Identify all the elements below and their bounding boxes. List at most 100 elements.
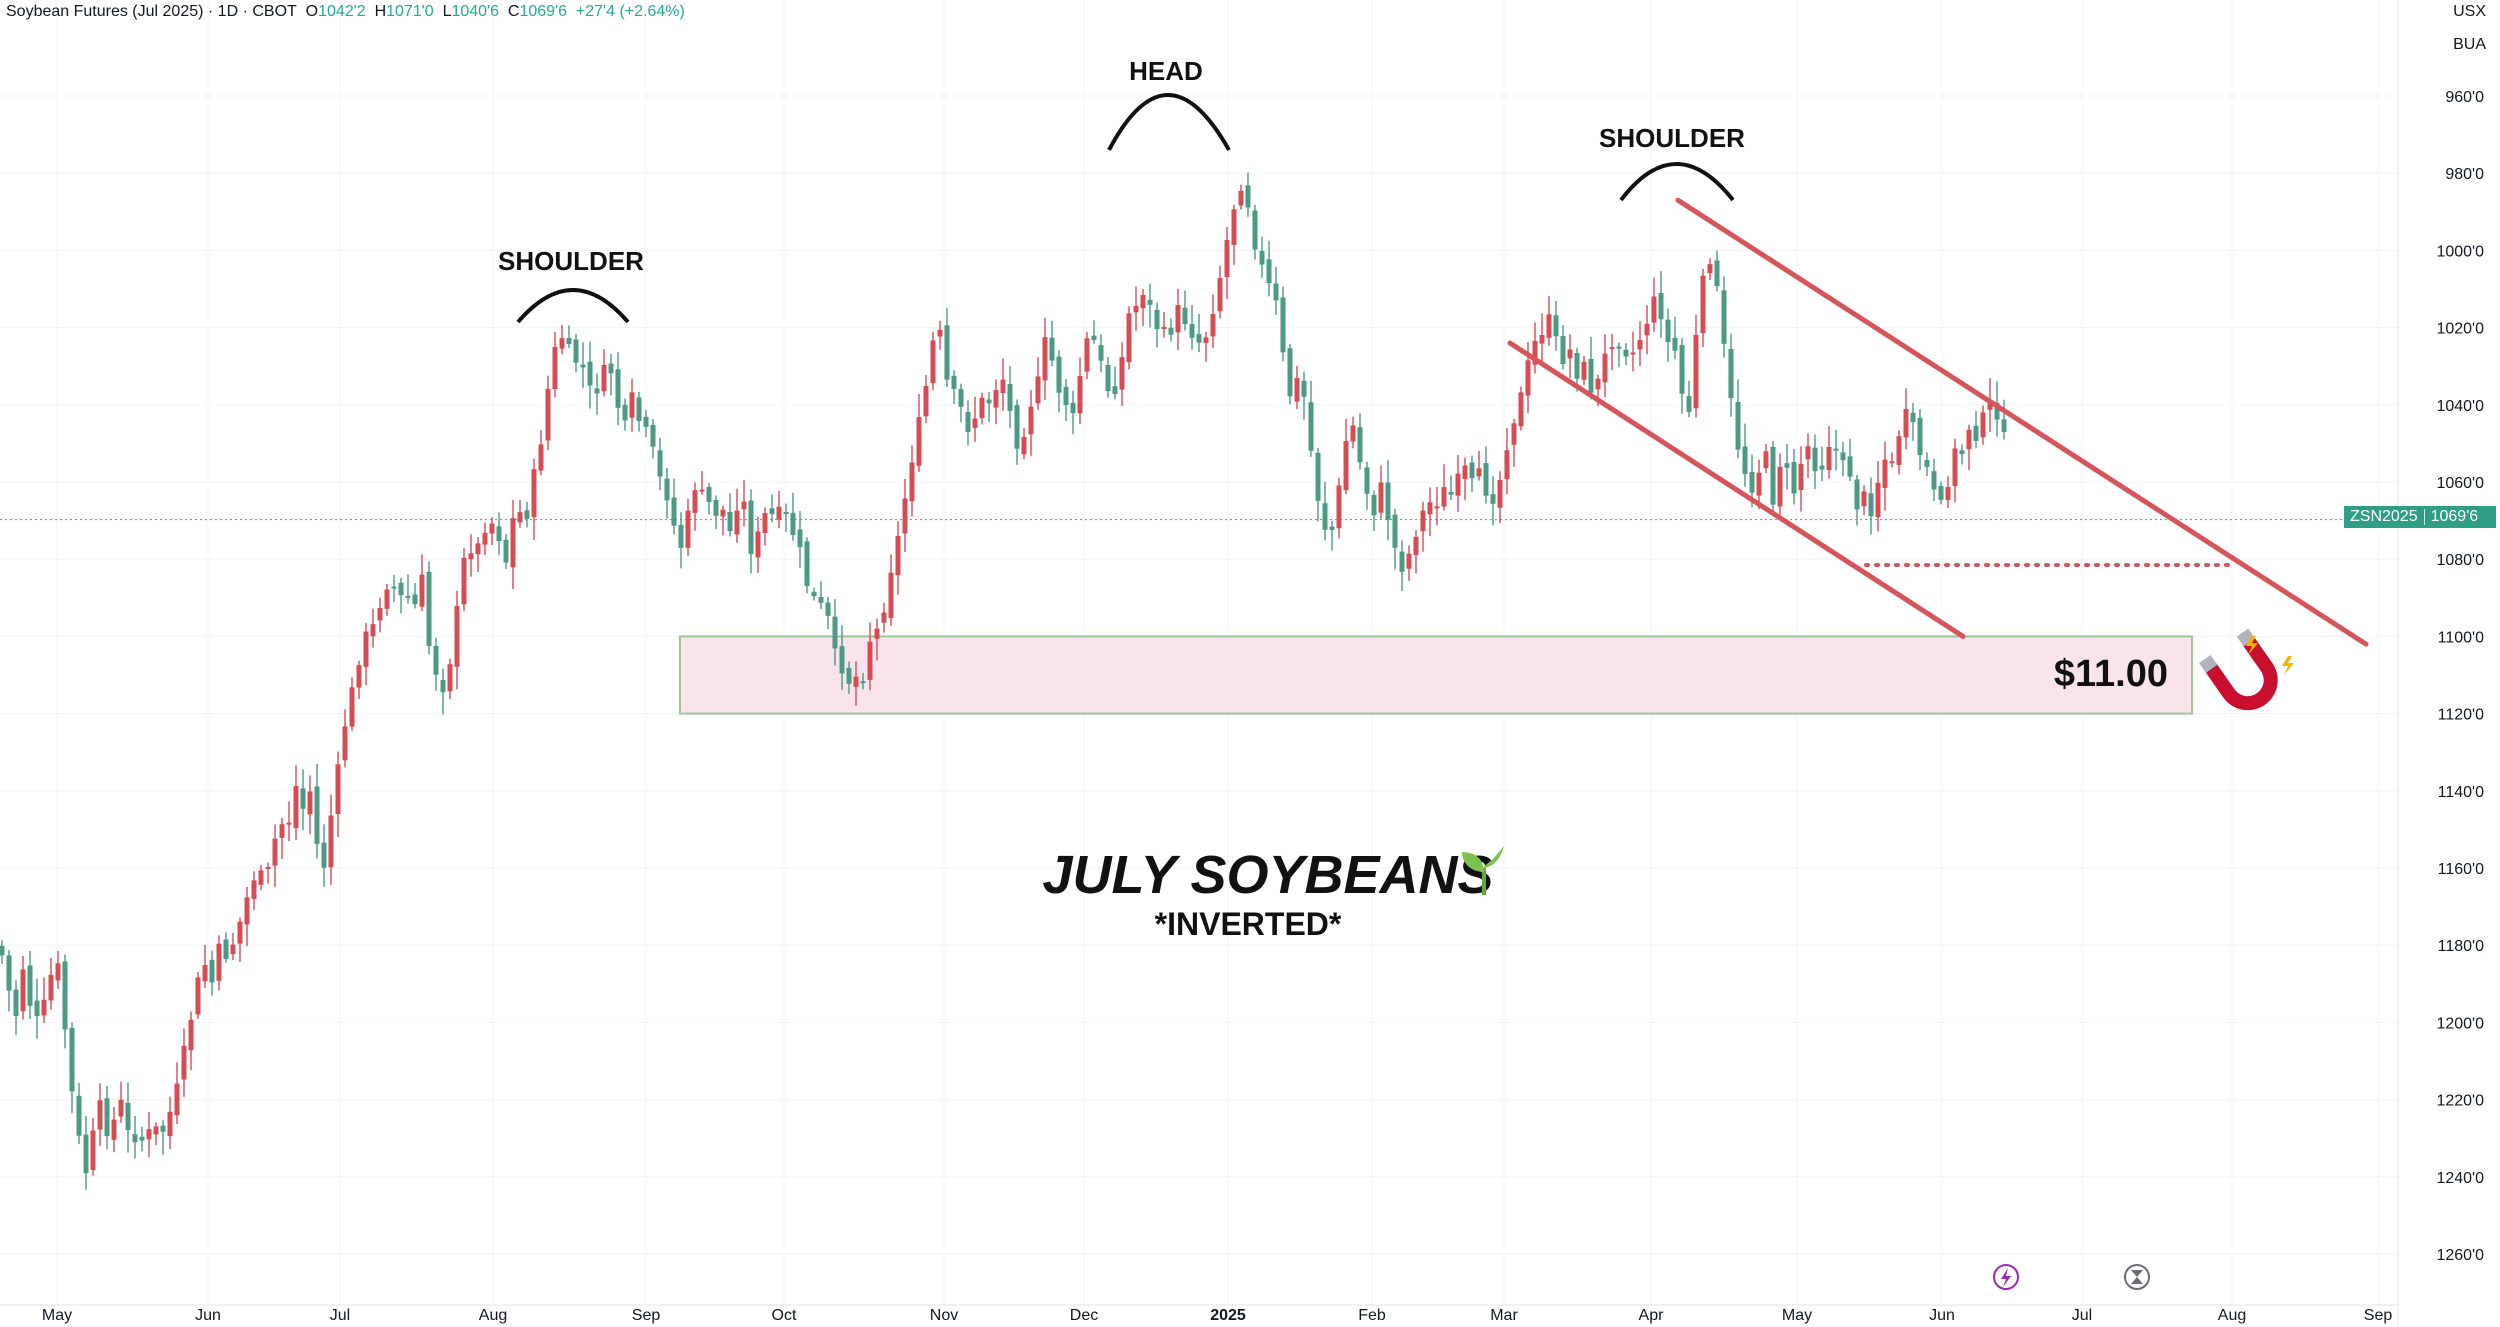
- candle-body: [1546, 314, 1552, 338]
- hourglass-icon[interactable]: [2124, 1264, 2150, 1290]
- candle-body: [587, 361, 593, 386]
- candle-body: [503, 539, 509, 563]
- candle-body: [909, 462, 915, 502]
- candle-body: [1917, 417, 1923, 456]
- candle-body: [1336, 485, 1342, 529]
- candle-body: [1371, 494, 1377, 516]
- y-tick-label: 1240'0: [2436, 1170, 2484, 1187]
- trendlines: [1507, 197, 2369, 647]
- x-tick-label: Sep: [632, 1307, 661, 1324]
- candle-body: [433, 645, 439, 675]
- candle-body: [1672, 337, 1678, 351]
- candle-body: [209, 959, 215, 983]
- right-shoulder-label: SHOULDER: [1599, 123, 1745, 153]
- x-tick-label: Feb: [1358, 1307, 1386, 1324]
- candle-body: [1490, 494, 1496, 504]
- candle-body: [34, 1000, 40, 1017]
- candlesticks: [0, 172, 2007, 1190]
- candle-body: [118, 1099, 124, 1117]
- candle-body: [1434, 506, 1440, 509]
- candle-body: [328, 815, 334, 868]
- candle-body: [1574, 352, 1580, 379]
- candle-body: [1441, 487, 1447, 507]
- candle-body: [1238, 190, 1244, 206]
- price-tag-symbol: ZSN2025: [2350, 508, 2418, 525]
- candle-body: [1077, 376, 1083, 414]
- y-tick-label: 1160'0: [2438, 861, 2484, 878]
- candle-body: [1084, 338, 1090, 372]
- candle-body: [790, 512, 796, 536]
- candle-body: [699, 489, 705, 492]
- candle-body: [342, 726, 348, 761]
- candle-body: [2001, 419, 2007, 432]
- candle-body: [853, 676, 859, 687]
- candle-body: [1357, 427, 1363, 463]
- candle-body: [1028, 406, 1034, 435]
- magnet-icon: [2199, 628, 2278, 711]
- candle-body: [713, 499, 719, 516]
- candle-body: [230, 944, 236, 955]
- candle-body: [125, 1102, 131, 1131]
- candle-body: [419, 574, 425, 607]
- price-tag-value: 1069'6: [2430, 508, 2479, 525]
- candle-body: [811, 591, 817, 597]
- candle-body: [1504, 450, 1510, 480]
- candle-body: [993, 390, 999, 408]
- candle-body: [272, 838, 278, 866]
- candle-body: [1413, 536, 1419, 555]
- candle-body: [447, 664, 453, 692]
- lightning-icon[interactable]: [1993, 1264, 2019, 1290]
- candle-body: [349, 687, 355, 727]
- candle-body: [671, 497, 677, 526]
- chart-title: JULY SOYBEANS: [1042, 845, 1493, 905]
- candle-body: [1007, 384, 1013, 411]
- candle-body: [1098, 345, 1104, 361]
- candle-body: [1273, 283, 1279, 301]
- candle-body: [895, 535, 901, 576]
- candle-body: [825, 602, 831, 616]
- x-tick-label: Oct: [772, 1307, 797, 1324]
- candle-body: [1343, 441, 1349, 491]
- candle-body: [1511, 423, 1517, 445]
- candle-body: [363, 631, 369, 667]
- candle-body: [783, 511, 789, 515]
- candle-body: [1245, 185, 1251, 208]
- candle-body: [1147, 299, 1153, 305]
- candle-body: [1315, 452, 1321, 501]
- candle-body: [804, 541, 810, 587]
- candle-body: [1651, 296, 1657, 323]
- candle-body: [265, 867, 271, 870]
- candle-body: [1140, 294, 1146, 309]
- candle-body: [1455, 473, 1461, 496]
- candle-body: [1861, 491, 1867, 507]
- close-value: 1069'6: [519, 3, 568, 20]
- candle-body: [426, 571, 432, 646]
- candle-body: [1266, 259, 1272, 284]
- candle-body: [1945, 487, 1951, 501]
- candle-body: [1868, 493, 1874, 517]
- candle-body: [1329, 526, 1335, 530]
- candle-body: [1280, 297, 1286, 353]
- candle-body: [1595, 378, 1601, 390]
- x-tick-label: May: [42, 1307, 72, 1324]
- candle-body: [384, 589, 390, 609]
- candle-body: [293, 786, 299, 829]
- candle-body: [1231, 209, 1237, 245]
- candle-body: [1203, 337, 1209, 343]
- high-value: 1071'0: [386, 3, 434, 20]
- candle-body: [846, 667, 852, 684]
- candle-body: [1525, 360, 1531, 396]
- open-value: 1042'2: [318, 3, 366, 20]
- seedling-icon: [1462, 846, 1504, 895]
- candle-body: [566, 338, 572, 345]
- candle-body: [1784, 463, 1790, 468]
- candle-body: [1833, 448, 1839, 451]
- candle-body: [755, 531, 761, 558]
- candle-body: [1427, 502, 1433, 515]
- candle-body: [1168, 327, 1174, 335]
- x-tick-label: Jul: [330, 1307, 350, 1324]
- candle-body: [1091, 335, 1097, 340]
- candle-body: [706, 487, 712, 503]
- candle-body: [874, 628, 880, 639]
- candle-body: [0, 945, 5, 956]
